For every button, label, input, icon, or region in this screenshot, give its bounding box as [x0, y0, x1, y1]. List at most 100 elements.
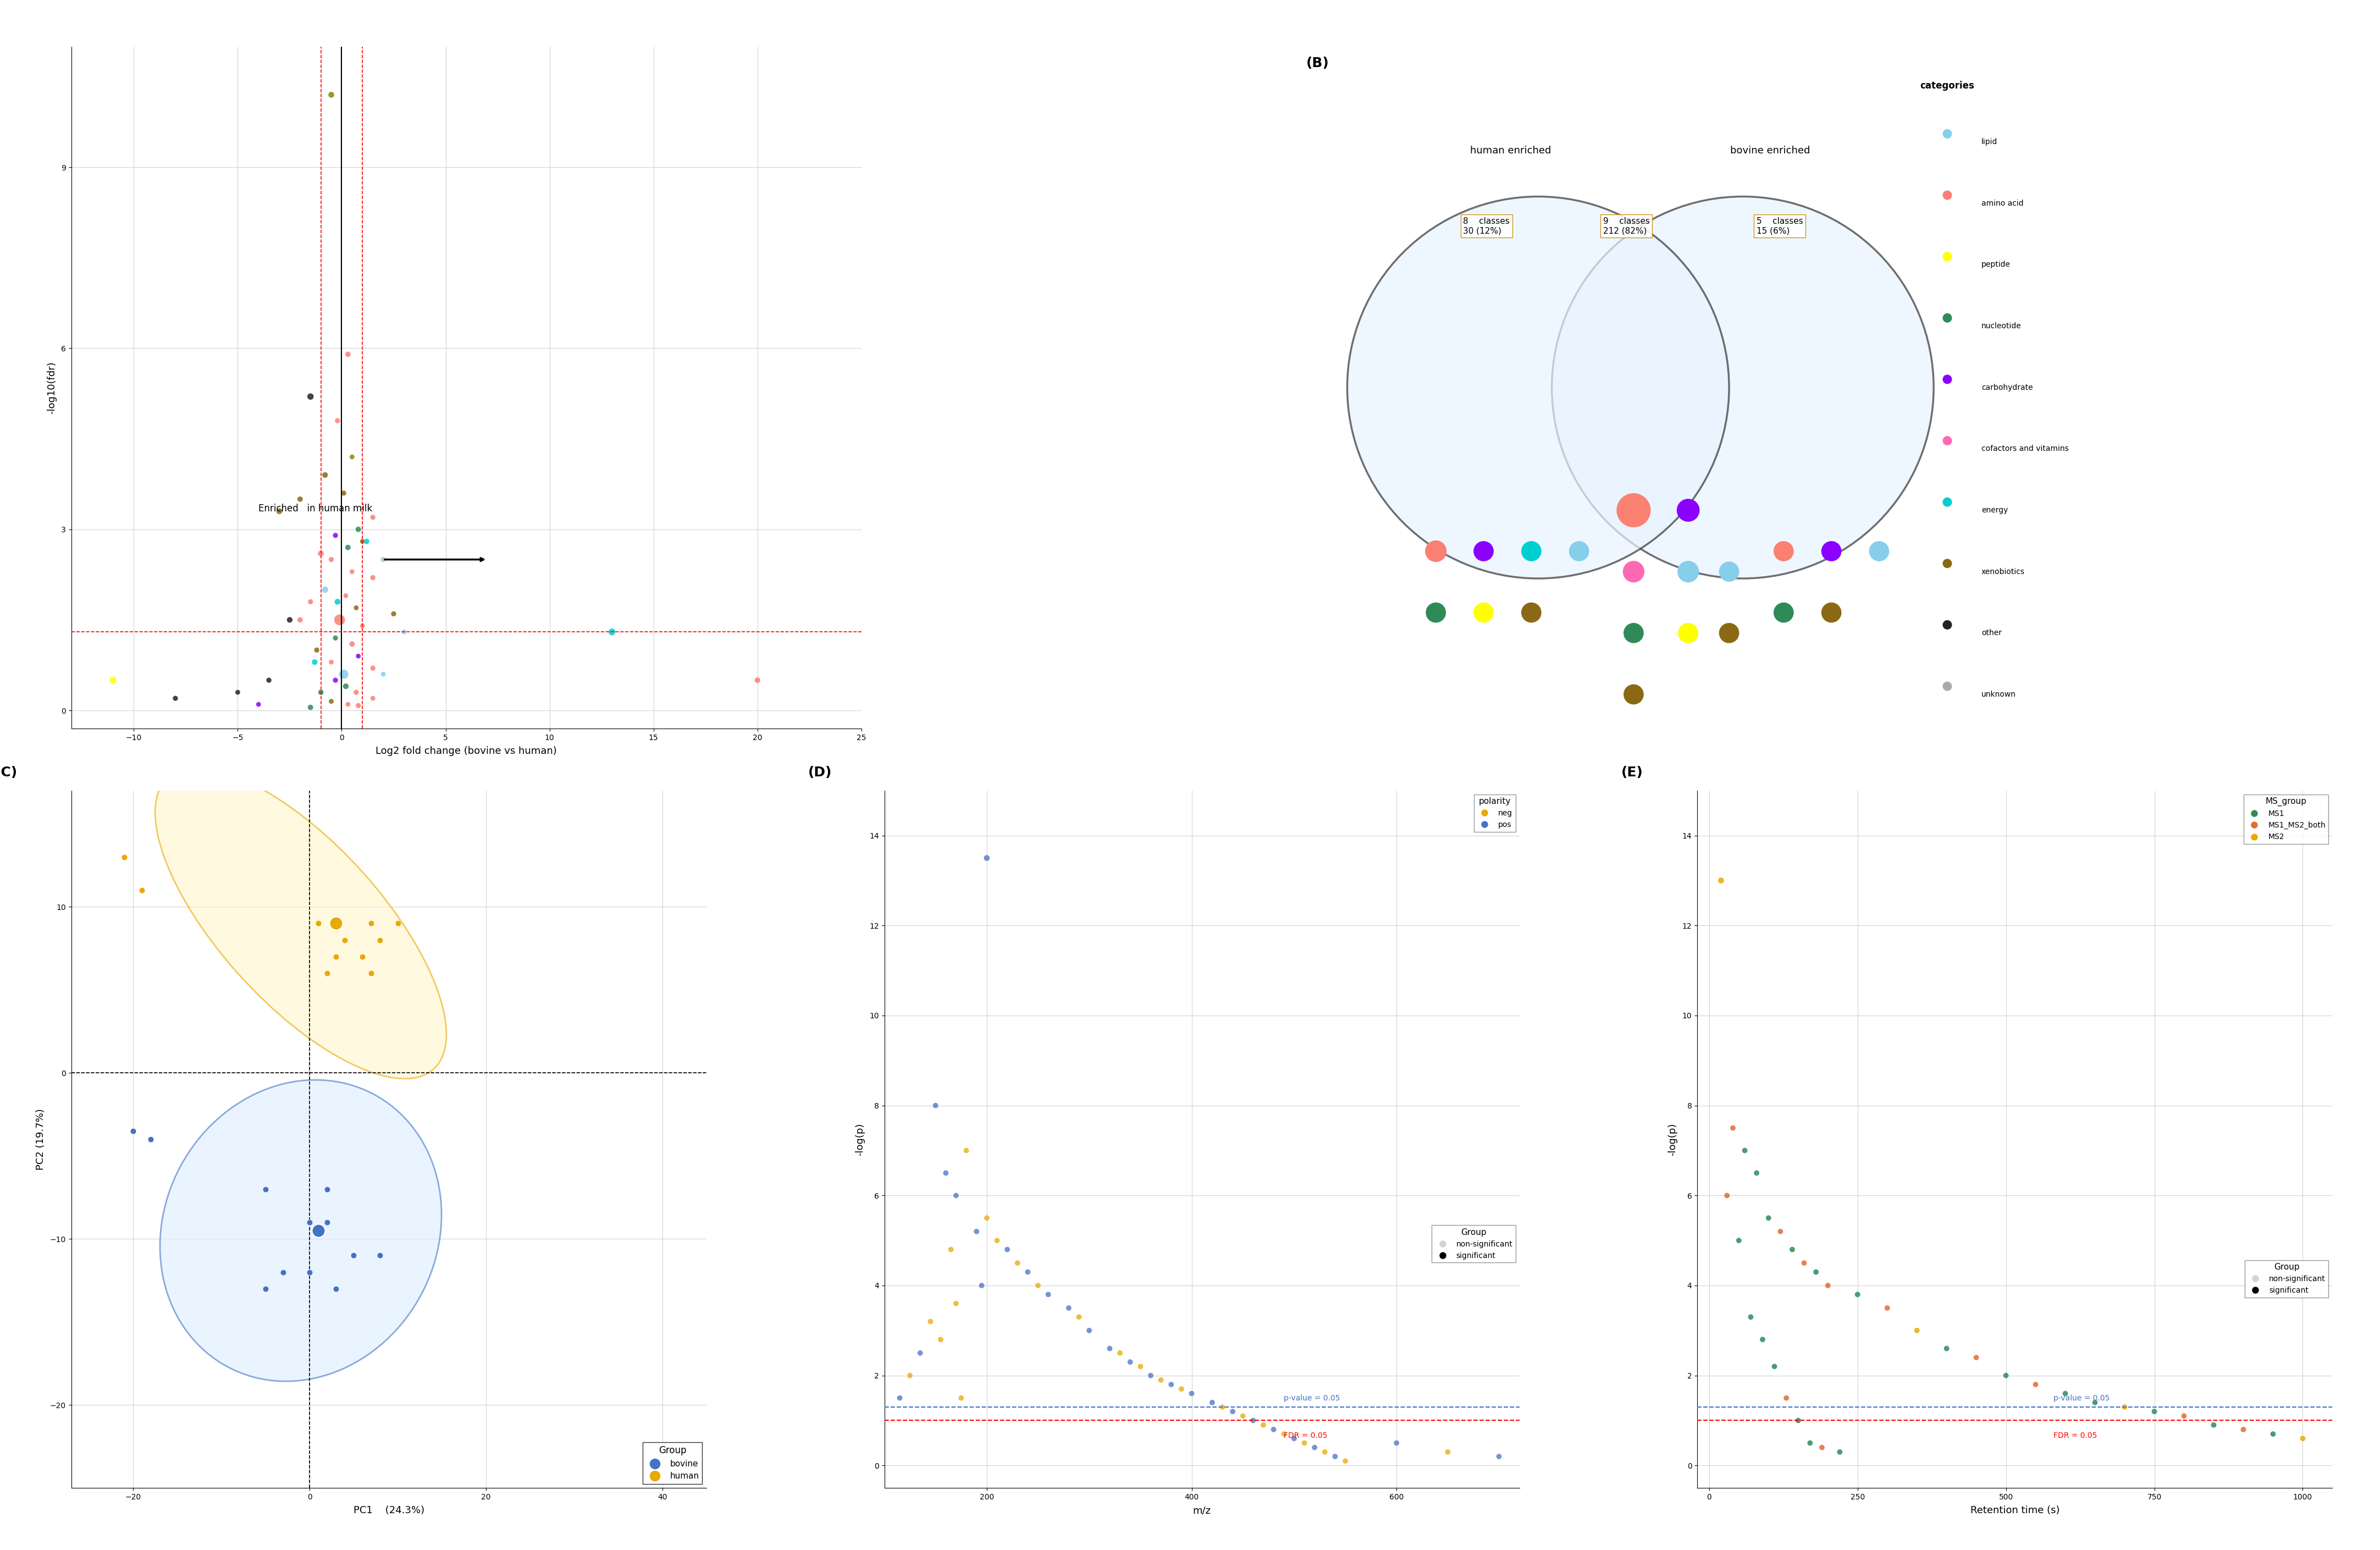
Point [1792, 1431, 1830, 1455]
Point [1254, 1417, 1292, 1442]
Text: human enriched: human enriched [1471, 146, 1552, 155]
Point [1809, 1273, 1847, 1297]
Point [593, 620, 631, 645]
Point [298, 637, 336, 662]
Point [1416, 600, 1454, 625]
Point [312, 688, 350, 713]
Point [328, 691, 367, 716]
Point [290, 589, 328, 614]
Point [343, 614, 381, 639]
Point [1668, 620, 1706, 645]
Legend: non-significant, significant: non-significant, significant [2244, 1260, 2328, 1297]
Point [248, 1176, 286, 1201]
Point [1559, 539, 1597, 564]
Point [1668, 498, 1706, 522]
Text: nucleotide: nucleotide [1983, 322, 2021, 330]
Point [1285, 1431, 1323, 1455]
Point [340, 518, 378, 542]
Point [240, 691, 278, 716]
Point [300, 911, 338, 936]
Circle shape [1347, 197, 1730, 578]
Point [1464, 600, 1502, 625]
Point [1745, 1327, 1783, 1352]
Point [1861, 539, 1899, 564]
Point [1928, 490, 1966, 515]
Point [333, 631, 371, 656]
Point [938, 1183, 976, 1207]
Point [1223, 1404, 1261, 1429]
Point [1928, 305, 1966, 330]
Point [312, 649, 350, 674]
Point [1173, 1381, 1211, 1406]
Point [1307, 1440, 1345, 1465]
Text: carbohydrate: carbohydrate [1983, 384, 2033, 391]
Point [343, 529, 381, 553]
Point [355, 687, 393, 711]
Point [1264, 1421, 1302, 1446]
Point [355, 656, 393, 680]
Point [1768, 1386, 1806, 1410]
Point [157, 687, 195, 711]
Point [1204, 1395, 1242, 1420]
Point [921, 1327, 959, 1352]
Point [1804, 1435, 1842, 1460]
Point [1811, 539, 1849, 564]
Point [295, 649, 333, 674]
Point [105, 845, 143, 870]
Point [1614, 620, 1652, 645]
Point [962, 1273, 1000, 1297]
Point [1797, 1260, 1835, 1285]
Point [271, 608, 309, 632]
Point [259, 499, 298, 524]
Point [2225, 1417, 2263, 1442]
Point [1928, 183, 1966, 208]
Point [340, 693, 378, 718]
Point [938, 1291, 976, 1316]
Text: xenobiotics: xenobiotics [1983, 567, 2025, 575]
Point [93, 668, 131, 693]
Point [1480, 1445, 1518, 1469]
Point [957, 1220, 995, 1245]
Point [317, 911, 355, 936]
X-axis label: m/z: m/z [1192, 1505, 1211, 1516]
Point [338, 680, 376, 705]
Point [1276, 1426, 1314, 1451]
Point [1028, 1282, 1066, 1307]
Point [1928, 674, 1966, 699]
Point [2135, 1400, 2173, 1424]
Point [1192, 1390, 1230, 1415]
Point [362, 1243, 400, 1268]
Y-axis label: -log10(fdr): -log10(fdr) [48, 361, 57, 414]
Point [1050, 1296, 1088, 1321]
Point [319, 408, 357, 432]
Point [1711, 560, 1749, 584]
Text: energy: energy [1983, 507, 2009, 515]
Point [1464, 539, 1502, 564]
Point [1428, 1440, 1466, 1465]
Point [1928, 121, 1966, 146]
Text: 8    classes
30 (12%): 8 classes 30 (12%) [1464, 217, 1509, 234]
Point [933, 1237, 971, 1262]
Point [1821, 1440, 1859, 1465]
Point [1511, 539, 1549, 564]
Point [364, 662, 402, 687]
Point [1059, 1305, 1097, 1330]
Point [1780, 1407, 1818, 1432]
Point [347, 529, 386, 553]
Point [1326, 1449, 1364, 1474]
X-axis label: Log2 fold change (bovine vs human): Log2 fold change (bovine vs human) [376, 746, 557, 756]
Point [1749, 1206, 1787, 1231]
Point [1868, 1296, 1906, 1321]
Text: peptide: peptide [1983, 260, 2011, 268]
Point [326, 674, 364, 699]
Point [1316, 1445, 1354, 1469]
Point [336, 1243, 374, 1268]
Point [969, 846, 1007, 871]
Point [352, 961, 390, 986]
Y-axis label: PC2 (19.7%): PC2 (19.7%) [36, 1108, 45, 1170]
Point [2106, 1395, 2144, 1420]
Point [1987, 1362, 2025, 1387]
Point [219, 680, 257, 705]
Point [317, 522, 355, 547]
Point [317, 668, 355, 693]
